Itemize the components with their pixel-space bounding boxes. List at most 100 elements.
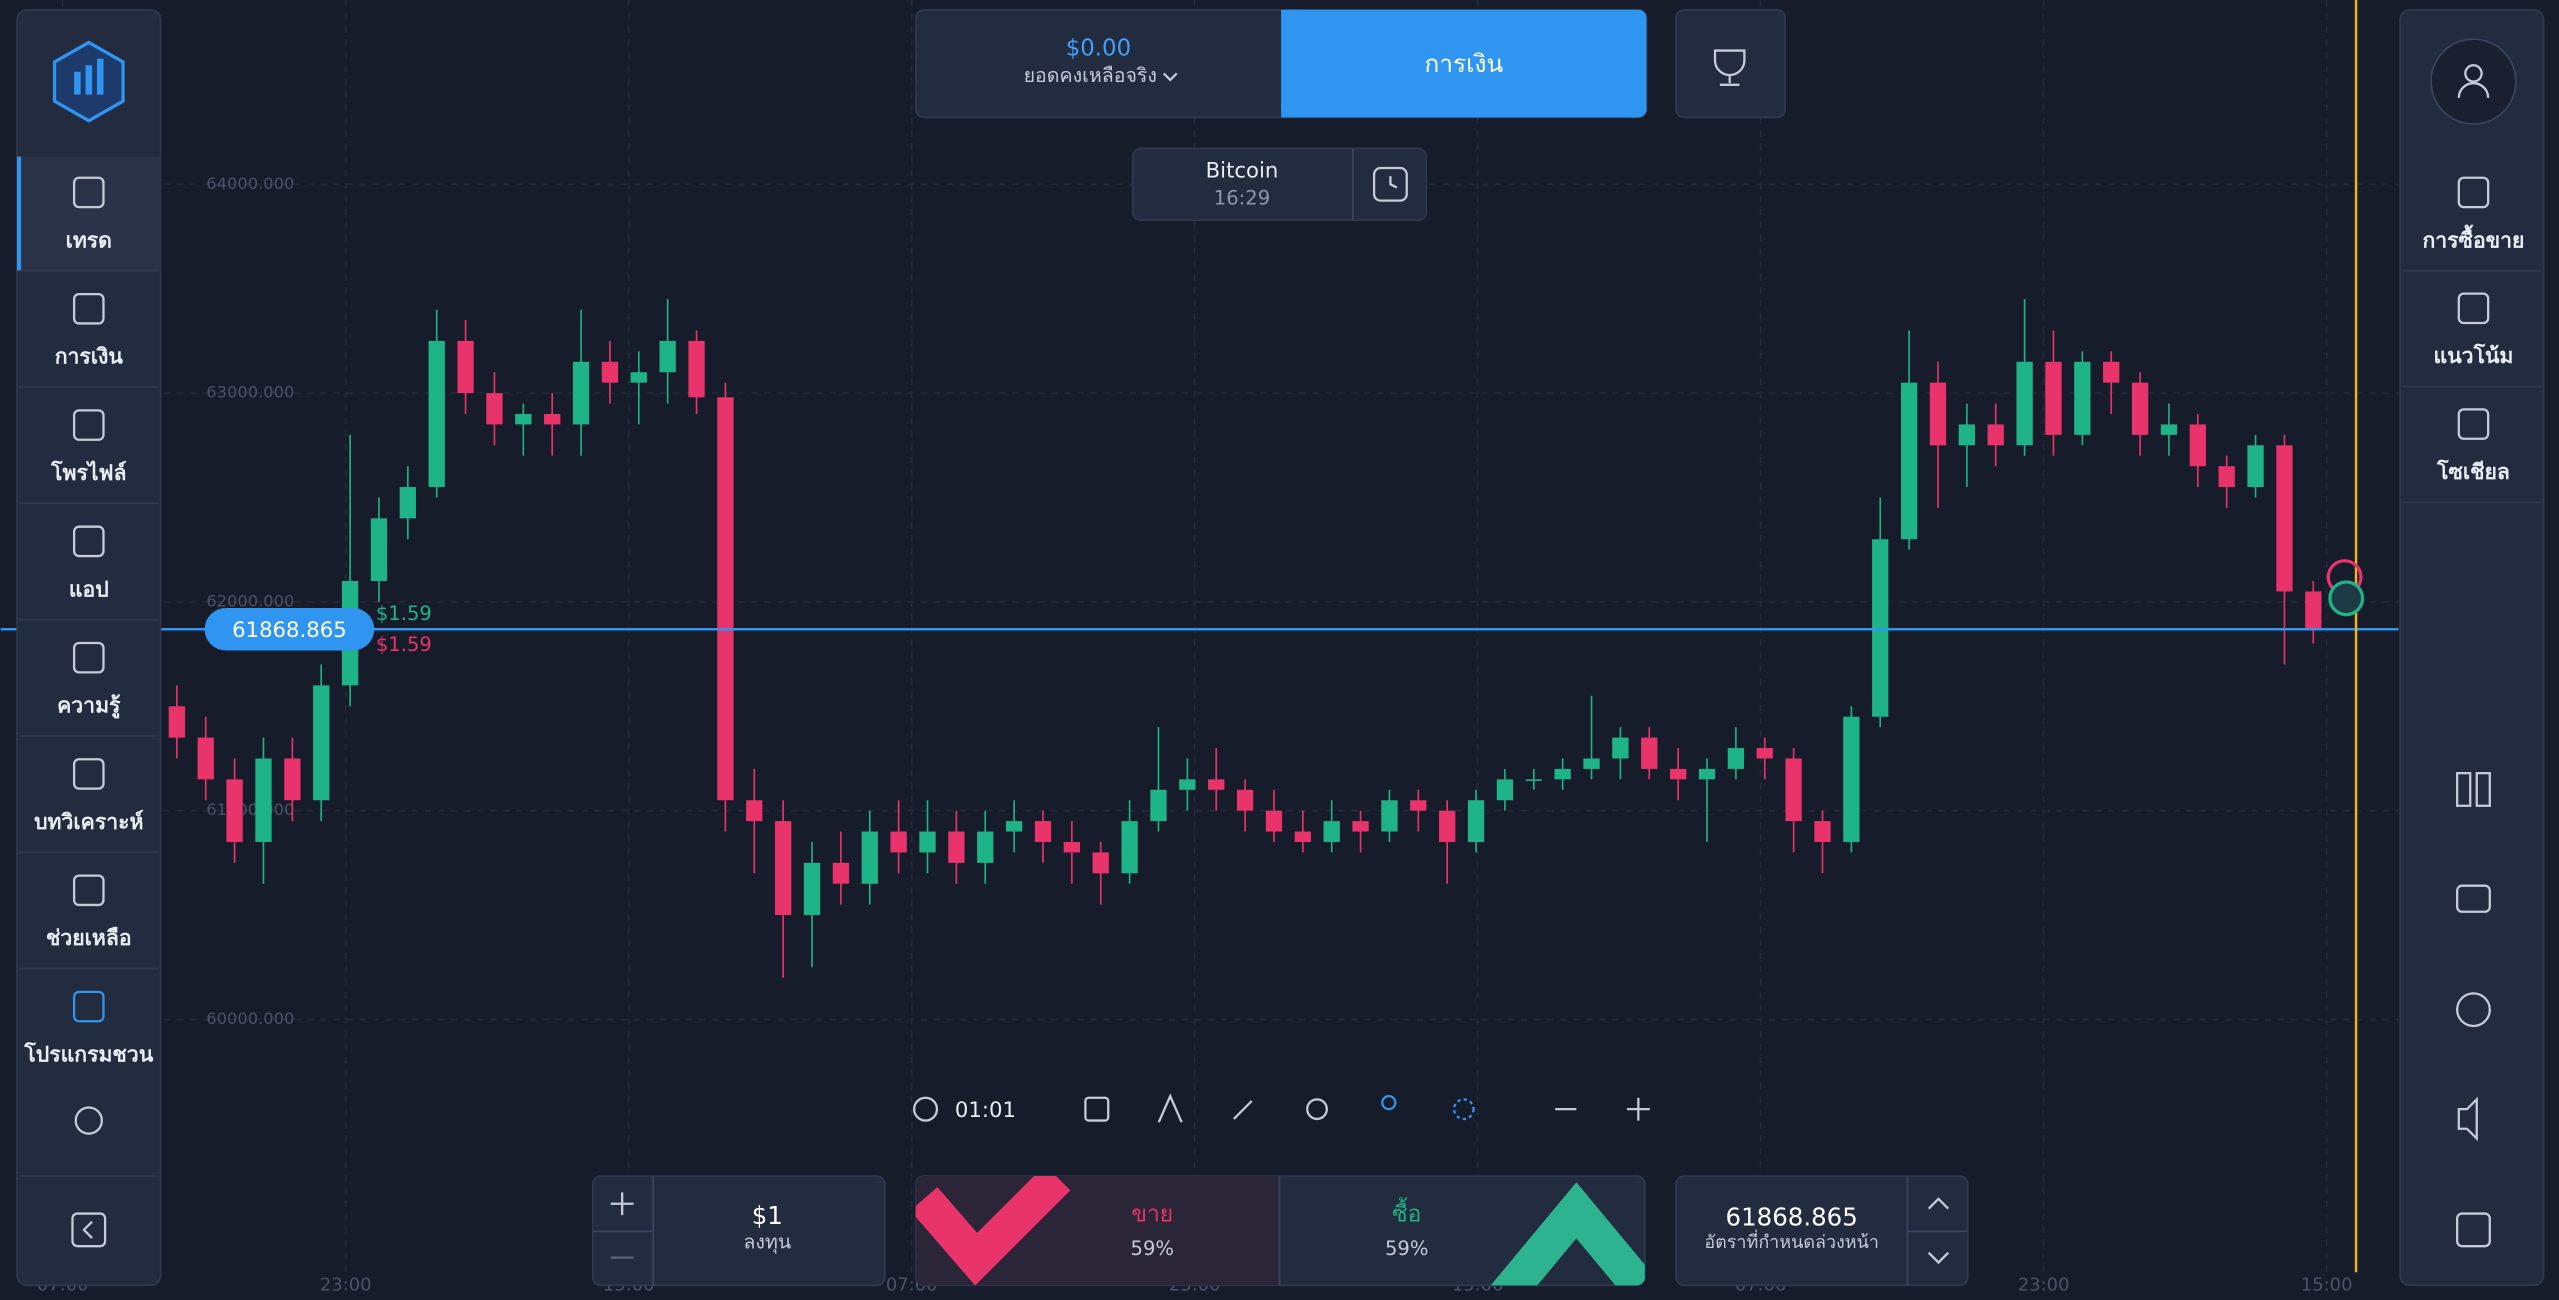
clock-hands [1389,176,1398,189]
menu-icon[interactable] [2457,292,2490,325]
amount-box[interactable] [591,1175,886,1287]
strike-up[interactable] [1927,1197,1950,1210]
menu-icon[interactable] [72,990,105,1023]
y-tick-label: 61000.000 [206,800,294,819]
buy-label[interactable]: ซื้อ [1392,1198,1421,1228]
menu-label[interactable]: การเงิน [55,344,124,369]
menu-icon[interactable] [72,758,105,790]
timer-icon[interactable] [912,1096,939,1122]
layout-icon[interactable] [2456,772,2472,807]
menu-label[interactable]: แนวโน้ม [2434,343,2514,368]
draw-icon[interactable] [1233,1100,1253,1120]
candle-body [1785,758,1802,822]
strike-down[interactable] [1927,1251,1950,1265]
timer: 01:01 [955,1097,1016,1122]
menu-icon[interactable] [2457,408,2490,440]
price-tag [204,608,375,651]
candle-body [919,831,936,853]
grid-icon[interactable] [1452,1098,1475,1121]
candle-body [572,361,590,425]
menu-icon[interactable] [72,176,105,209]
menu-label[interactable]: ช่วยเหลือ [46,925,132,950]
fullscreen-icon[interactable] [2456,1212,2491,1248]
indicator-icon[interactable] [1157,1093,1183,1123]
amount: $1 [752,1201,783,1230]
collapse-icon[interactable] [71,1212,107,1248]
buy-decoration [1490,1182,1645,1286]
menu-label[interactable]: แอป [69,576,109,601]
menu-label[interactable]: เทรด [66,227,112,252]
balance: $0.00 [1066,35,1131,61]
menu-icon[interactable] [72,409,105,441]
sell-decoration [915,1176,1071,1286]
menu-label[interactable]: โพรไฟล์ [50,460,126,485]
menu-label[interactable]: ความรู้ [57,693,121,720]
candle-body [226,779,243,842]
price-tag-label: 61868.865 [232,617,347,642]
candle-body [1987,424,2004,446]
settings-icon[interactable] [74,1106,103,1135]
y-tick-label: 62000.000 [206,591,294,610]
help-icon[interactable] [2456,992,2491,1028]
chart-type-icon[interactable] [1084,1096,1110,1122]
amount-plus[interactable] [610,1192,634,1216]
chat-icon[interactable] [2456,884,2491,913]
candle-body [1525,779,1542,781]
candle-body [370,518,388,582]
finance-button-label: การเงิน [1424,49,1503,78]
candle-body [2218,466,2235,488]
candle-body [2247,445,2264,488]
menu-icon[interactable] [72,641,105,674]
strike: 61868.865 [1726,1202,1858,1231]
candle-body [1063,841,1081,853]
trophy-button[interactable] [1675,8,1786,119]
social-icon[interactable] [1381,1094,1397,1111]
candle-body [948,831,965,863]
candle-body [515,413,532,425]
strike-label: อัตราที่กำหนดล่วงหน้า [1704,1229,1879,1253]
menu-label[interactable]: โซเชียล [2436,459,2510,484]
candle-body [774,821,792,916]
left-menu: เทรดการเงินโพรไฟล์แอปความรู้บทวิเคราะห์ช… [18,176,159,1066]
x-tick-label: 23:00 [320,1274,372,1295]
crosshair-icon[interactable] [1306,1098,1328,1121]
candle-body [1208,779,1225,790]
menu-label[interactable]: บทวิเคราะห์ [34,809,143,834]
candle-body [1150,789,1167,822]
asset-box[interactable] [1131,147,1428,222]
menu-icon[interactable] [72,874,105,907]
candle-body [803,862,821,916]
zoom-in[interactable] [1626,1097,1650,1121]
candle-body [1872,539,1889,717]
menu-label[interactable]: โปรแกรมชวน [23,1041,153,1066]
clock-icon[interactable] [1372,166,1408,202]
logo-bar [74,71,81,95]
candle-body [1265,810,1283,832]
sell-pct: 59% [1131,1237,1174,1260]
sound-icon[interactable] [2457,1096,2478,1142]
candle-body [284,758,301,801]
candle-body [1900,382,1918,540]
menu-icon[interactable] [72,525,105,558]
trophy-icon [1713,49,1746,86]
candle-body [1727,748,1745,769]
candle-body [1814,821,1831,842]
candle-body [1929,382,1947,446]
candle-body [1179,779,1196,790]
payout-up: $1.59 [376,602,432,625]
logo-bar [96,58,104,95]
finance-button[interactable] [1281,9,1647,118]
candle-body [2276,445,2293,592]
strike-box[interactable] [1675,1175,1969,1287]
candle-body [2160,424,2178,435]
candle-body [1496,779,1514,801]
candle-body [717,397,734,801]
menu-icon[interactable] [72,292,105,325]
sell-label[interactable]: ขาย [1131,1202,1173,1228]
menu-label[interactable]: การซื้อขาย [2422,223,2524,252]
candle-body [630,372,647,383]
candle-body [2189,424,2206,467]
candle-body [255,758,272,842]
menu-icon[interactable] [2457,176,2490,209]
